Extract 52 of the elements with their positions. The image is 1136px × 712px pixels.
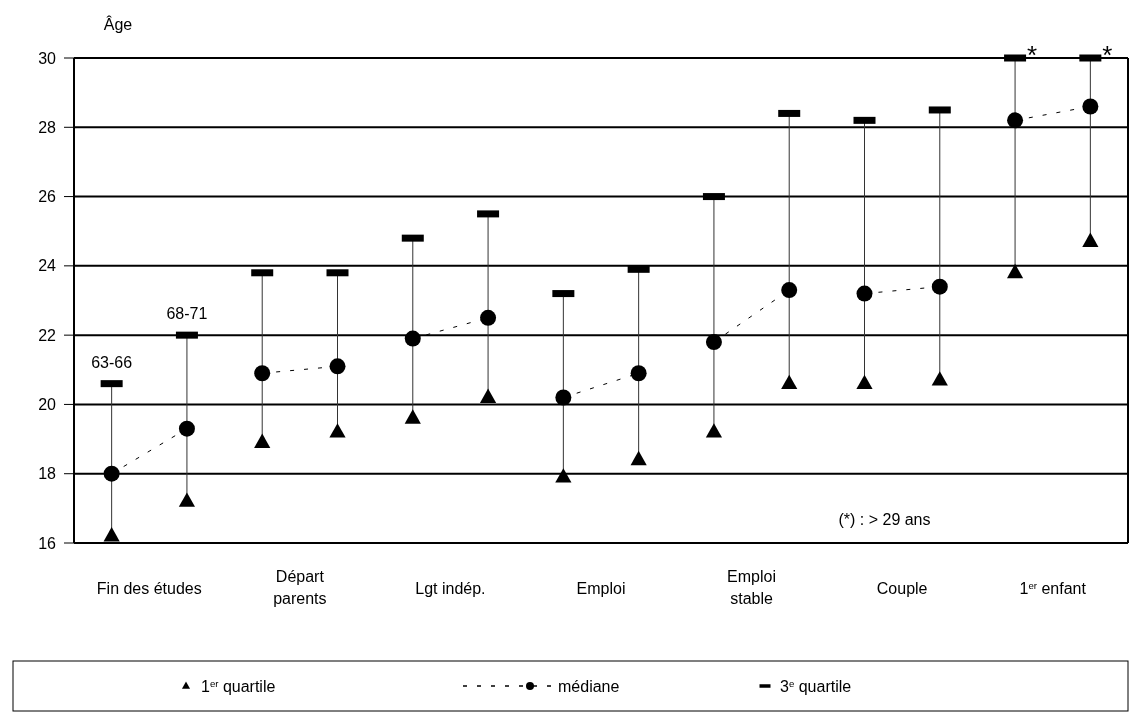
- y-tick-label: 26: [38, 188, 57, 206]
- point: [705, 423, 723, 438]
- point: [329, 358, 346, 375]
- text: Emploi: [576, 580, 626, 597]
- legend-label: médiane: [558, 678, 620, 695]
- point: [931, 371, 948, 386]
- point: [103, 527, 120, 542]
- text: Emploi stable: [727, 568, 777, 607]
- y-axis-title: Âge: [103, 15, 133, 33]
- point: [781, 374, 798, 390]
- point: [630, 365, 647, 382]
- y-tick-label: 30: [38, 49, 57, 67]
- point: [404, 409, 421, 424]
- text: Fin des études: [96, 580, 202, 597]
- point: [479, 388, 497, 403]
- point: [1082, 232, 1099, 248]
- annotation: (*) : > 29 ans: [838, 511, 931, 528]
- data-label: *: [1102, 40, 1113, 70]
- y-tick-label: 22: [38, 326, 57, 344]
- text: 1$^{er}$ enfant: [1019, 579, 1087, 597]
- point: [555, 468, 572, 483]
- point: [705, 334, 722, 351]
- point: [480, 309, 497, 326]
- point: [329, 423, 346, 438]
- annotation: 63-66: [91, 353, 133, 371]
- y-tick-label: 16: [38, 534, 57, 552]
- y-tick-label: 18: [38, 465, 57, 483]
- legend-label: 1$^{er}$ quartile: [201, 677, 276, 695]
- y-tick-label: 28: [38, 118, 57, 136]
- legend-label: 3$^{e}$ quartile: [780, 677, 852, 695]
- point: [1082, 98, 1099, 115]
- data-label: *: [1027, 40, 1038, 70]
- point: [103, 465, 120, 482]
- point: [856, 374, 873, 390]
- point: [931, 278, 948, 295]
- text: Lgt indép.: [415, 580, 486, 597]
- y-tick-label: 24: [38, 257, 57, 275]
- point: [856, 285, 873, 302]
- point: [1006, 263, 1024, 279]
- point: [630, 450, 647, 466]
- annotation: 68-71: [166, 305, 208, 323]
- point: [178, 492, 196, 507]
- point: [254, 365, 271, 382]
- text: Couple: [876, 580, 928, 597]
- point: [404, 330, 421, 347]
- text: Départ parents: [273, 568, 327, 607]
- point: [1007, 112, 1024, 129]
- point: [555, 389, 572, 406]
- point: [254, 433, 271, 448]
- point: [781, 282, 798, 299]
- point: [178, 420, 195, 437]
- y-tick-label: 20: [38, 396, 57, 414]
